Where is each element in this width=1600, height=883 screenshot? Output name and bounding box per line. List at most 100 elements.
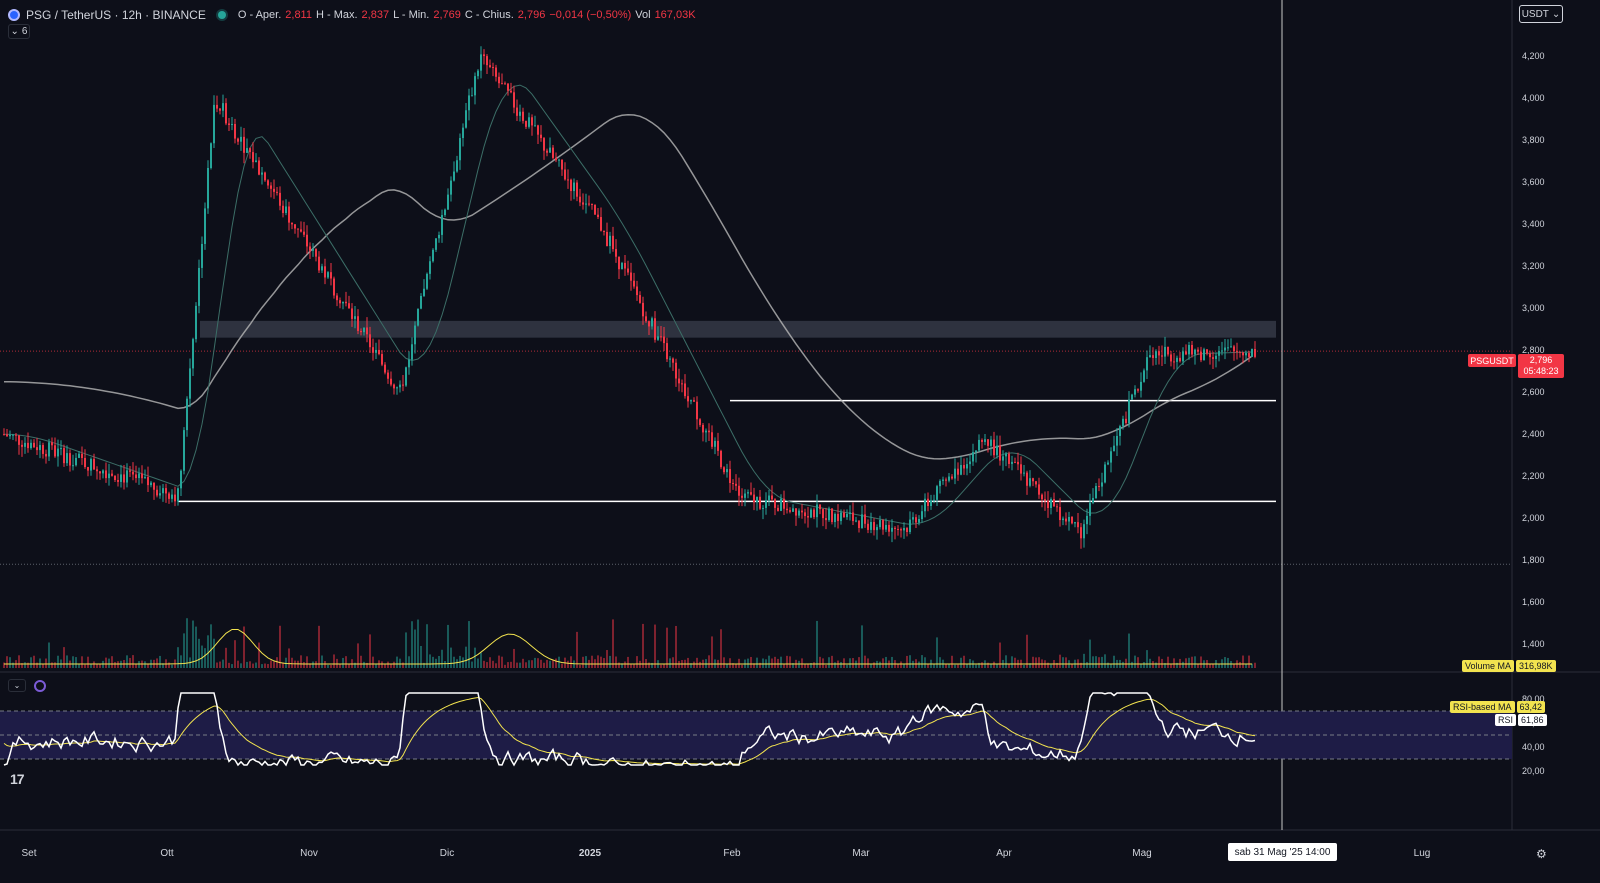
candle-body [876,527,878,531]
currency-select[interactable]: USDT ⌄ [1519,5,1563,23]
volume-bar [648,662,650,668]
symbol-title[interactable]: PSG / TetherUS · 12h · BINANCE [26,8,206,22]
candle-body [540,134,542,139]
candle-body [81,453,83,458]
candle-body [891,527,893,532]
volume-bar [939,657,941,668]
volume-bar [1071,664,1073,668]
volume-ma-label: Volume MA [1462,660,1515,672]
candle-body [141,473,143,479]
volume-bar [1008,664,1010,668]
volume-bar [1179,658,1181,668]
candle-body [1173,361,1175,363]
volume-bar [312,661,314,668]
candle-body [300,229,302,232]
candle-body [831,508,833,523]
volume-bar [186,618,188,668]
volume-bar [651,662,653,668]
volume-bar [216,662,218,668]
candle-body [402,384,404,386]
candle-body [1035,481,1037,485]
volume-bar [1209,664,1211,668]
candle-body [57,448,59,457]
candle-body [303,231,305,235]
volume-bar [975,664,977,668]
gear-icon[interactable]: ⚙ [1536,847,1547,861]
candle-body [285,206,287,214]
candle-body [324,266,326,278]
candle-body [375,349,377,353]
candle-body [897,528,899,530]
volume-bar [42,664,44,668]
volume-bar [693,661,695,668]
indicators-toggle-button[interactable]: ⌄ 6 [8,24,30,39]
volume-bar [690,663,692,668]
candle-body [954,468,956,479]
candle-body [165,488,167,494]
ma-fast-line [3,84,1253,525]
volume-bar [840,661,842,668]
candle-body [888,524,890,532]
price-scale-label: 2,000 [1522,513,1545,524]
candle-body [846,513,848,518]
candle-body [135,474,137,479]
volume-bar [24,662,26,668]
volume-bar [414,629,416,668]
volume-bar [468,621,470,668]
candle-body [702,424,704,433]
volume-bar [33,655,35,668]
candle-body [675,362,677,379]
candle-body [714,440,716,447]
volume-bar [558,656,560,668]
candle-body [1065,518,1067,522]
candle-body [924,498,926,512]
tradingview-logo[interactable]: 17 [10,771,25,787]
volume-bar [543,662,545,668]
volume-bar [363,661,365,668]
rsi-settings-icon[interactable] [34,680,46,692]
candle-body [336,295,338,301]
candle-body [60,448,62,450]
volume-bar [621,663,623,668]
candle-body [720,450,722,468]
candle-body [960,465,962,475]
rsi-line [3,692,1256,767]
candle-body [438,234,440,239]
volume-bar [618,662,620,668]
symbol-header[interactable]: PSG / TetherUS · 12h · BINANCE O - Aper.… [8,6,696,24]
volume-bar [258,642,260,668]
candle-body [201,243,203,268]
candle-body [819,504,821,510]
volume-bar [300,655,302,668]
candle-body [552,147,554,158]
volume-bar [96,663,98,668]
price-scale-label: 3,200 [1522,261,1545,272]
candle-body [435,238,437,250]
volume-bar [723,657,725,668]
time-axis-label: Ott [160,848,174,859]
candle-body [312,249,314,251]
volume-bar [708,655,710,668]
candle-body [573,182,575,192]
volume-bar [195,626,197,668]
volume-bar [387,661,389,668]
candle-body [726,469,728,473]
candle-body [360,330,362,333]
volume-bar [990,664,992,668]
volume-bar [27,662,29,668]
symbol-price-badge: PSGUSDT [1468,354,1516,367]
volume-bar [75,657,77,668]
volume-bar [537,658,539,668]
volume-bar [315,661,317,668]
volume-bar [273,661,275,668]
candle-body [858,520,860,528]
candle-body [537,125,539,135]
volume-bar [1035,657,1037,668]
rsi-collapse-button[interactable]: ⌄ [8,679,26,692]
candle-body [1206,349,1208,354]
candle-body [885,524,887,530]
candle-body [1038,484,1040,495]
candle-body [54,445,56,457]
candle-body [927,498,929,507]
